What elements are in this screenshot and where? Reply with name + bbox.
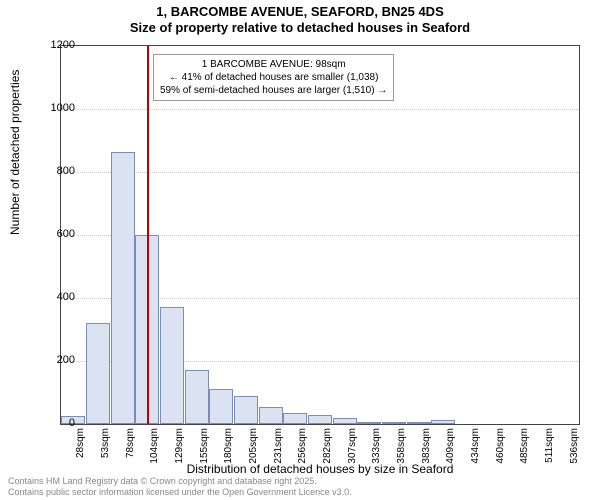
plot-area: 1 BARCOMBE AVENUE: 98sqm← 41% of detache… xyxy=(60,45,580,425)
histogram-bar xyxy=(308,415,332,424)
footer-attribution: Contains HM Land Registry data © Crown c… xyxy=(8,476,352,498)
chart-title-line1: 1, BARCOMBE AVENUE, SEAFORD, BN25 4DS xyxy=(0,4,600,19)
x-tick: 205sqm xyxy=(248,428,259,468)
x-tick: 53sqm xyxy=(100,428,111,468)
y-tick: 1000 xyxy=(25,102,75,114)
histogram-bar xyxy=(283,413,307,424)
y-tick: 0 xyxy=(25,417,75,429)
histogram-bar xyxy=(333,418,357,424)
x-tick: 28sqm xyxy=(75,428,86,468)
histogram-bar xyxy=(234,396,258,424)
x-tick: 231sqm xyxy=(273,428,284,468)
x-tick: 434sqm xyxy=(470,428,481,468)
histogram-bar xyxy=(259,407,283,424)
x-tick: 511sqm xyxy=(544,428,555,468)
chart-container: 1, BARCOMBE AVENUE, SEAFORD, BN25 4DS Si… xyxy=(0,0,600,500)
y-tick: 800 xyxy=(25,165,75,177)
x-tick: 155sqm xyxy=(199,428,210,468)
x-tick: 333sqm xyxy=(371,428,382,468)
x-tick: 460sqm xyxy=(495,428,506,468)
footer-line1: Contains HM Land Registry data © Crown c… xyxy=(8,476,352,487)
gridline xyxy=(61,109,579,110)
x-tick: 485sqm xyxy=(519,428,530,468)
chart-title-line2: Size of property relative to detached ho… xyxy=(0,20,600,35)
annotation-line2: ← 41% of detached houses are smaller (1,… xyxy=(160,71,387,84)
x-tick: 78sqm xyxy=(125,428,136,468)
y-tick: 200 xyxy=(25,354,75,366)
annotation-line1: 1 BARCOMBE AVENUE: 98sqm xyxy=(160,58,387,71)
y-tick: 600 xyxy=(25,228,75,240)
histogram-bar xyxy=(86,323,110,424)
y-tick: 1200 xyxy=(25,39,75,51)
x-tick: 180sqm xyxy=(223,428,234,468)
y-tick: 400 xyxy=(25,291,75,303)
annotation-box: 1 BARCOMBE AVENUE: 98sqm← 41% of detache… xyxy=(153,54,394,101)
annotation-line3: 59% of semi-detached houses are larger (… xyxy=(160,84,387,97)
x-tick: 282sqm xyxy=(322,428,333,468)
histogram-bar xyxy=(431,420,455,424)
histogram-bar xyxy=(160,307,184,424)
x-tick: 129sqm xyxy=(174,428,185,468)
footer-line2: Contains public sector information licen… xyxy=(8,487,352,498)
histogram-bar xyxy=(209,389,233,424)
x-tick: 409sqm xyxy=(445,428,456,468)
x-tick: 383sqm xyxy=(421,428,432,468)
histogram-bar xyxy=(185,370,209,424)
reference-line xyxy=(147,46,149,424)
histogram-bar xyxy=(357,422,381,424)
histogram-bar xyxy=(111,152,135,424)
x-tick: 307sqm xyxy=(347,428,358,468)
x-tick: 256sqm xyxy=(297,428,308,468)
x-tick: 104sqm xyxy=(149,428,160,468)
gridline xyxy=(61,172,579,173)
x-tick: 536sqm xyxy=(569,428,580,468)
x-tick: 358sqm xyxy=(396,428,407,468)
y-axis-label: Number of detached properties xyxy=(8,70,22,235)
histogram-bar xyxy=(407,422,431,424)
histogram-bar xyxy=(382,422,406,424)
